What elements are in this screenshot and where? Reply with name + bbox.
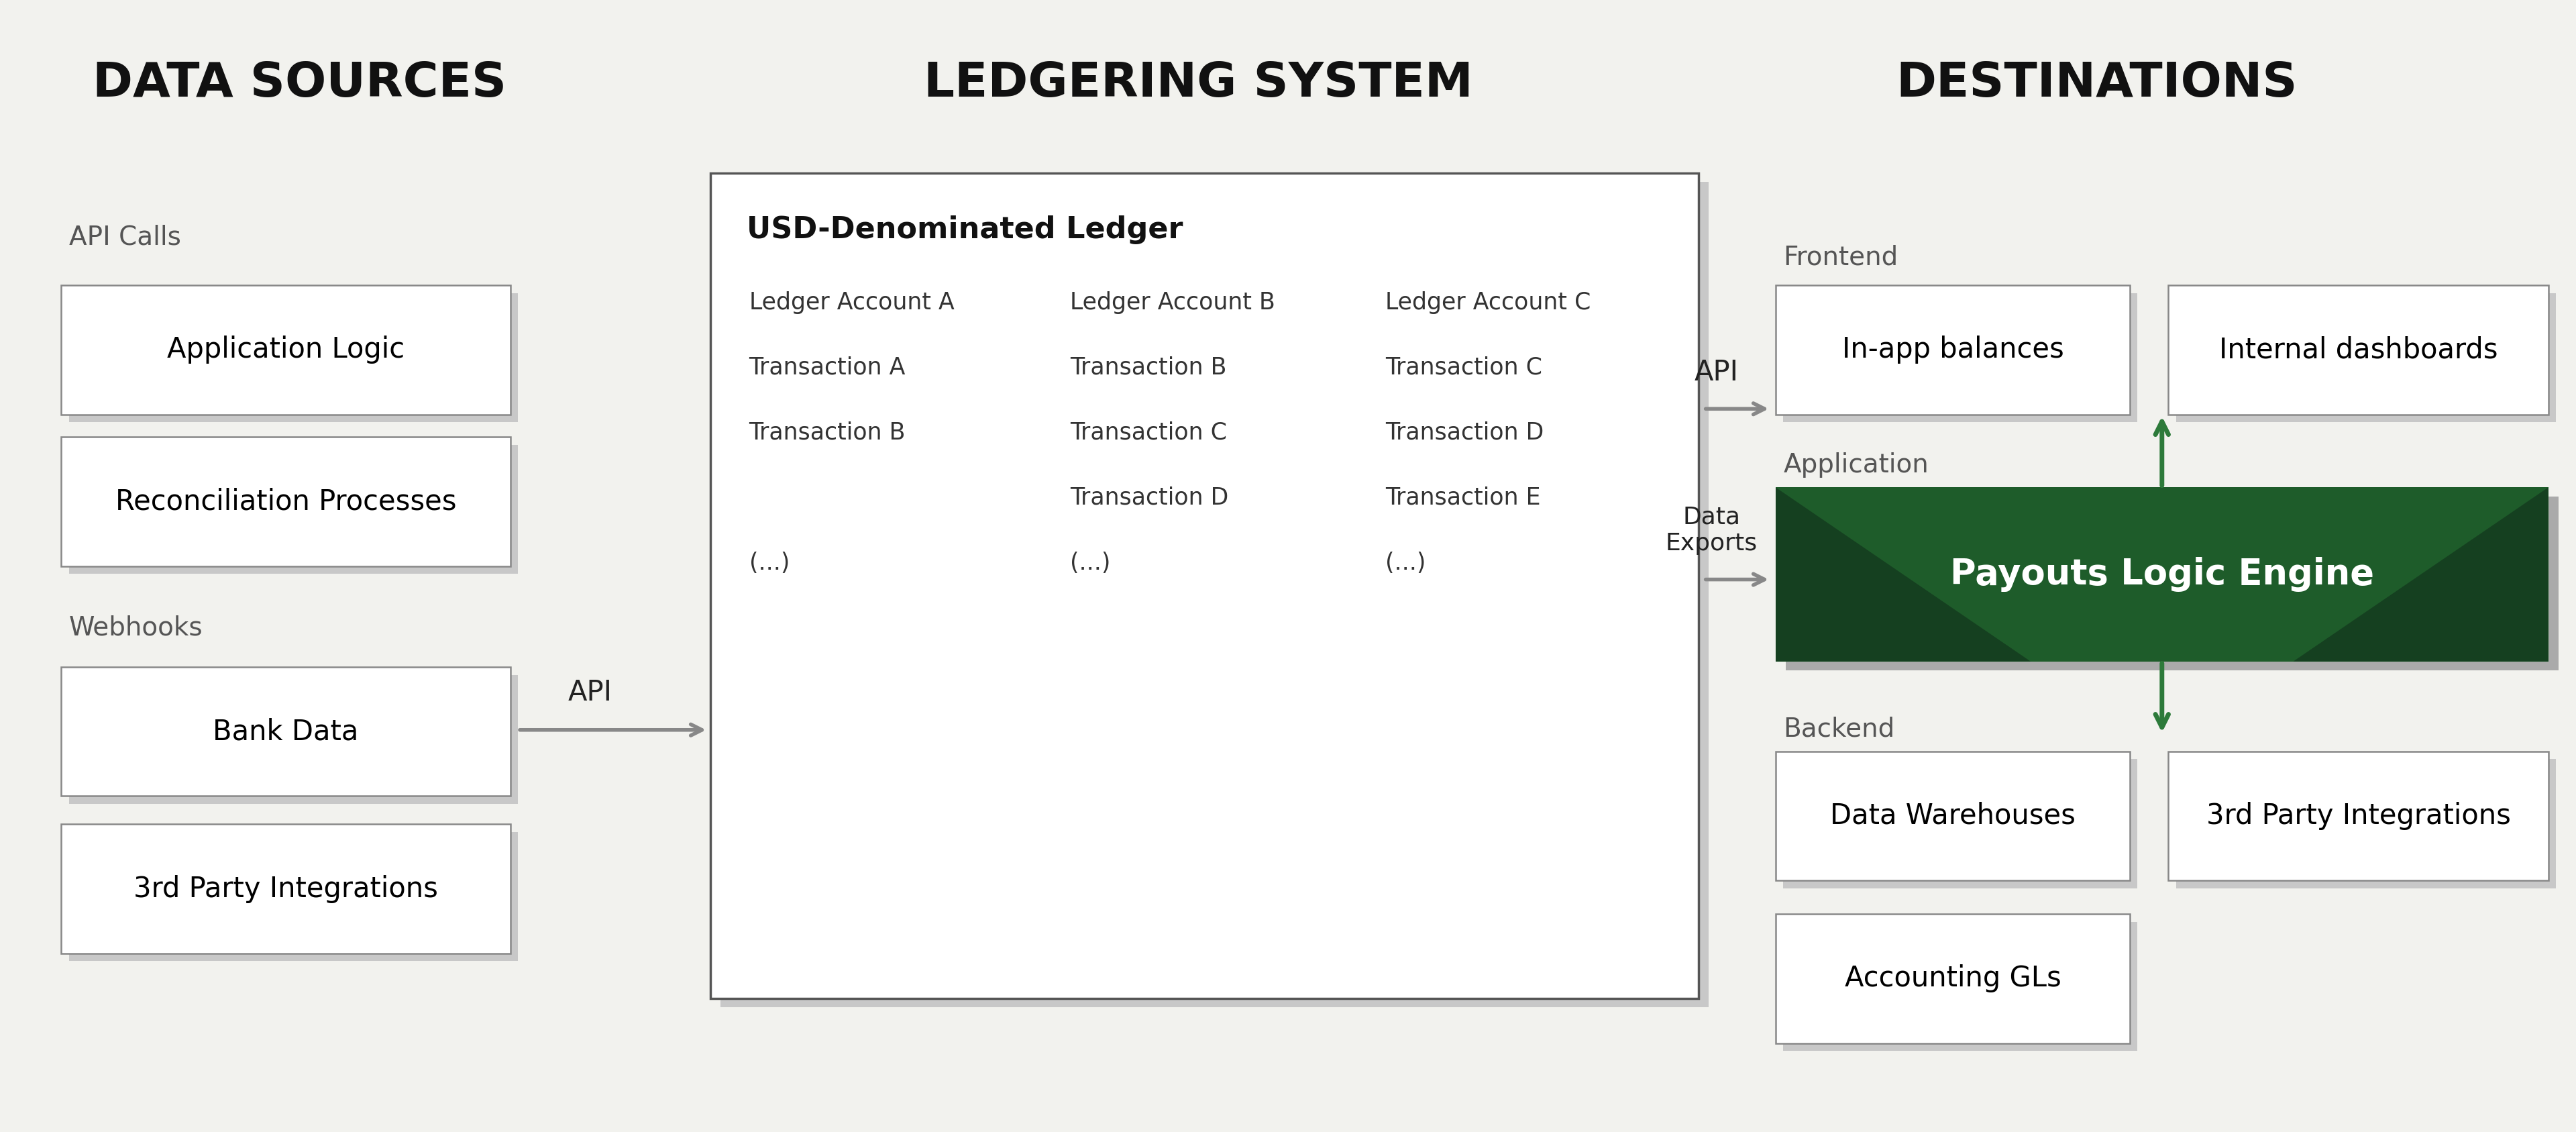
Text: In-app balances: In-app balances xyxy=(1842,336,2063,365)
Text: Application Logic: Application Logic xyxy=(167,336,404,365)
FancyBboxPatch shape xyxy=(1775,752,2130,881)
Text: Backend: Backend xyxy=(1783,717,1896,741)
Text: DATA SOURCES: DATA SOURCES xyxy=(93,60,507,106)
Text: Frontend: Frontend xyxy=(1783,245,1899,271)
FancyBboxPatch shape xyxy=(70,445,518,574)
Text: Transaction B: Transaction B xyxy=(1069,357,1226,379)
Text: (...): (...) xyxy=(750,551,788,574)
FancyBboxPatch shape xyxy=(62,667,510,796)
Text: 3rd Party Integrations: 3rd Party Integrations xyxy=(2205,801,2512,830)
FancyBboxPatch shape xyxy=(1783,921,2138,1050)
FancyBboxPatch shape xyxy=(2177,293,2555,422)
FancyBboxPatch shape xyxy=(62,285,510,414)
Text: Transaction D: Transaction D xyxy=(1069,487,1229,509)
Text: Data Warehouses: Data Warehouses xyxy=(1829,801,2076,830)
Polygon shape xyxy=(1775,488,2030,661)
FancyBboxPatch shape xyxy=(1775,285,2130,414)
FancyBboxPatch shape xyxy=(1775,488,2548,661)
Text: Transaction E: Transaction E xyxy=(1386,487,1540,509)
Text: Transaction B: Transaction B xyxy=(750,421,907,444)
Text: API: API xyxy=(567,678,613,706)
Text: Transaction A: Transaction A xyxy=(750,357,907,379)
FancyBboxPatch shape xyxy=(2169,752,2548,881)
Text: Accounting GLs: Accounting GLs xyxy=(1844,964,2061,993)
Text: Transaction D: Transaction D xyxy=(1386,421,1543,444)
FancyBboxPatch shape xyxy=(70,293,518,422)
Text: 3rd Party Integrations: 3rd Party Integrations xyxy=(134,875,438,903)
Text: Data
Exports: Data Exports xyxy=(1667,506,1757,555)
Text: Transaction C: Transaction C xyxy=(1386,357,1543,379)
Text: Bank Data: Bank Data xyxy=(214,718,358,746)
Text: Ledger Account A: Ledger Account A xyxy=(750,291,953,314)
FancyBboxPatch shape xyxy=(2177,760,2555,889)
Text: LEDGERING SYSTEM: LEDGERING SYSTEM xyxy=(925,60,1473,106)
Text: DESTINATIONS: DESTINATIONS xyxy=(1896,60,2298,106)
Text: API: API xyxy=(1695,358,1739,386)
Text: Application: Application xyxy=(1783,452,1929,478)
Text: USD-Denominated Ledger: USD-Denominated Ledger xyxy=(747,216,1182,245)
FancyBboxPatch shape xyxy=(711,173,1698,998)
Text: Transaction C: Transaction C xyxy=(1069,421,1226,444)
Text: Ledger Account C: Ledger Account C xyxy=(1386,291,1592,314)
Text: (...): (...) xyxy=(1386,551,1427,574)
FancyBboxPatch shape xyxy=(2169,285,2548,414)
Text: Reconciliation Processes: Reconciliation Processes xyxy=(116,488,456,515)
FancyBboxPatch shape xyxy=(1783,293,2138,422)
Text: Webhooks: Webhooks xyxy=(70,615,204,641)
FancyBboxPatch shape xyxy=(1775,914,2130,1044)
FancyBboxPatch shape xyxy=(62,437,510,566)
Polygon shape xyxy=(2293,488,2548,661)
Text: API Calls: API Calls xyxy=(70,224,180,250)
Text: (...): (...) xyxy=(1069,551,1110,574)
FancyBboxPatch shape xyxy=(62,824,510,953)
Text: Payouts Logic Engine: Payouts Logic Engine xyxy=(1950,557,2375,592)
FancyBboxPatch shape xyxy=(70,832,518,961)
FancyBboxPatch shape xyxy=(721,182,1708,1007)
Text: Ledger Account B: Ledger Account B xyxy=(1069,291,1275,314)
FancyBboxPatch shape xyxy=(1783,760,2138,889)
FancyBboxPatch shape xyxy=(70,675,518,804)
Text: Internal dashboards: Internal dashboards xyxy=(2218,336,2499,365)
FancyBboxPatch shape xyxy=(1785,497,2558,670)
